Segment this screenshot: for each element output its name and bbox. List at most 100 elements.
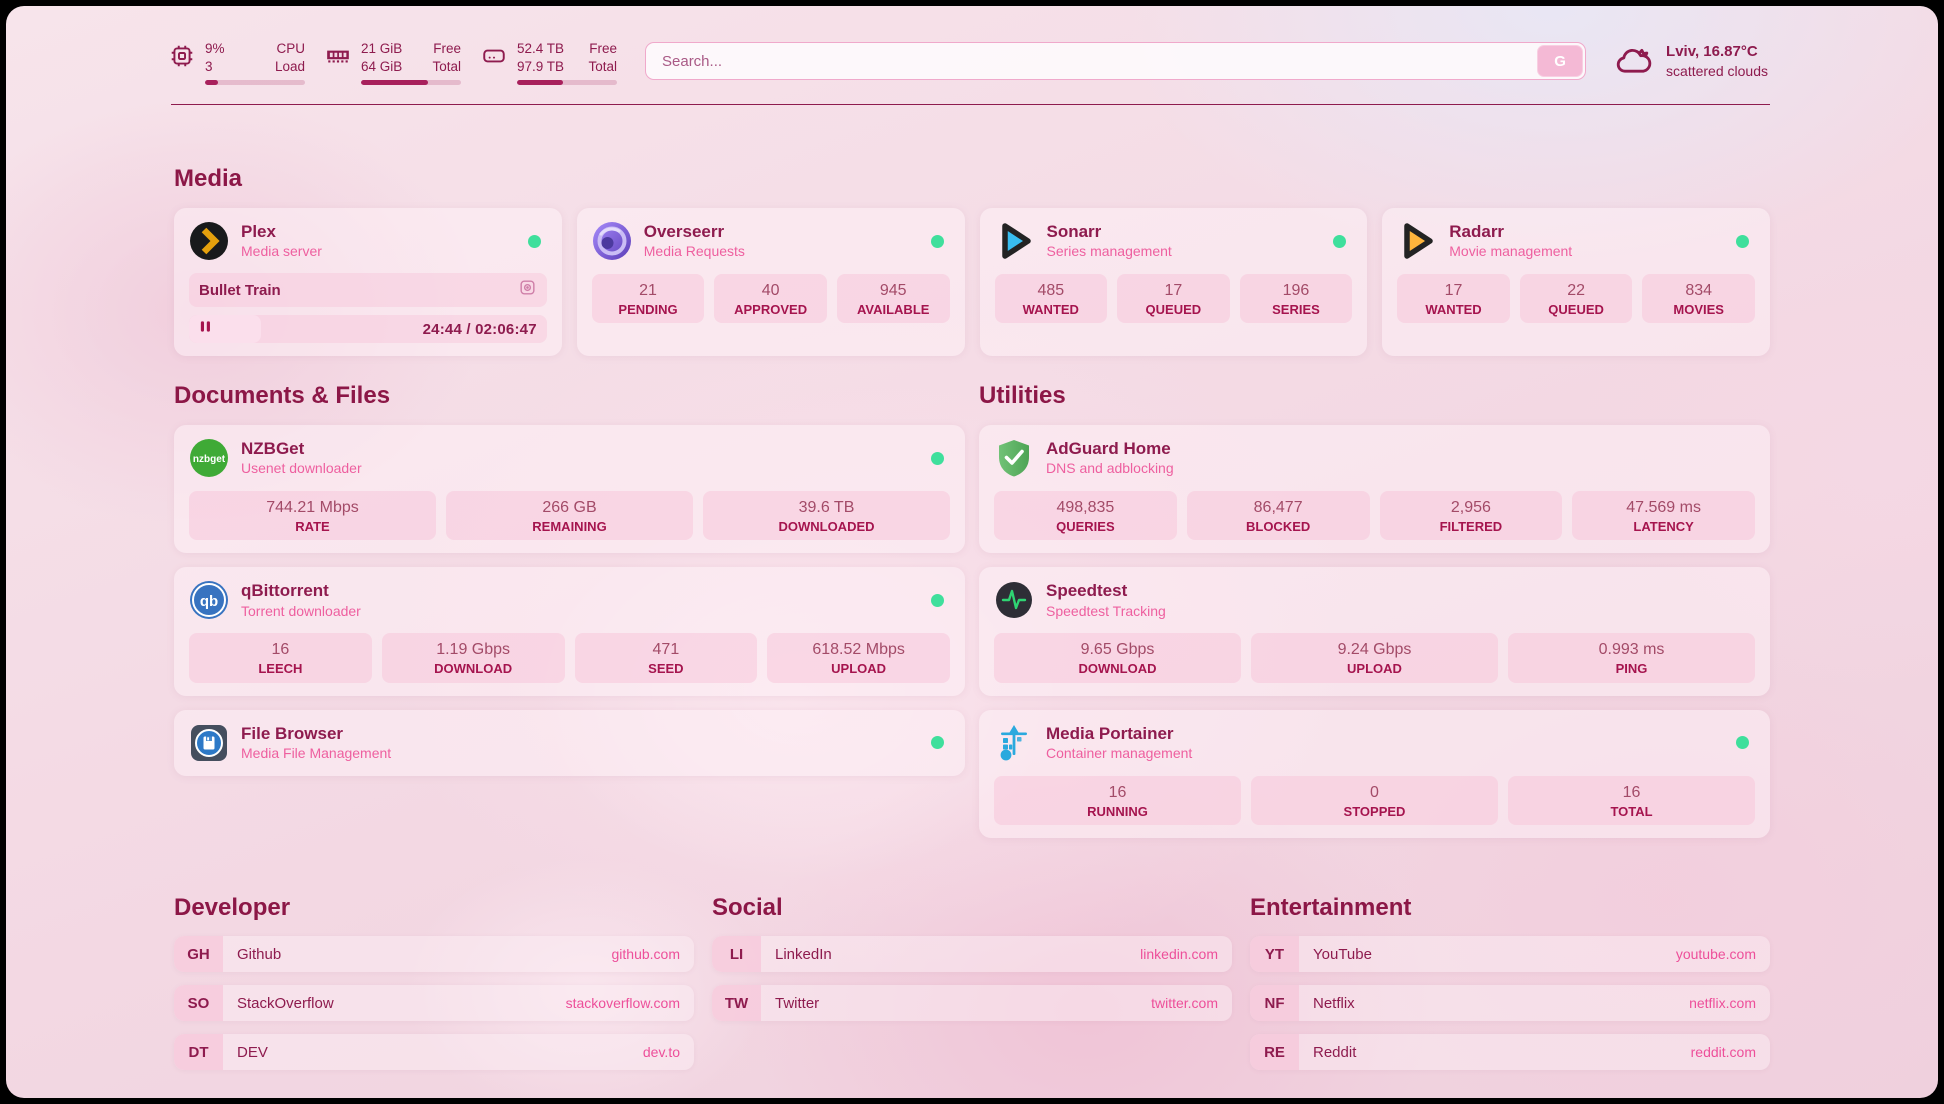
bookmark-twitter[interactable]: TW Twitter twitter.com xyxy=(712,985,1232,1022)
qbittorrent-stat-download: 1.19 Gbps DOWNLOAD xyxy=(381,633,565,683)
weather-location-temp: Lviv, 16.87°C xyxy=(1666,43,1758,60)
cpu-progress-track xyxy=(205,80,305,86)
plex-title: Plex xyxy=(241,221,276,241)
memory-total-value: 64 GiB xyxy=(361,58,403,74)
bookmark-stackoverflow[interactable]: SO StackOverflow stackoverflow.com xyxy=(174,985,694,1022)
radarr-status-dot xyxy=(1736,234,1749,248)
nzbget-icon: nzbget xyxy=(189,438,229,478)
bookmark-linkedin[interactable]: LI LinkedIn linkedin.com xyxy=(712,936,1232,973)
weather-widget: Lviv, 16.87°C scattered clouds xyxy=(1614,42,1768,87)
bookmark-github[interactable]: GH Github github.com xyxy=(174,936,694,973)
radarr-icon xyxy=(1397,221,1437,261)
stackoverflow-abbr-badge: SO xyxy=(174,985,223,1022)
dashboard-screen: 9% 3 CPU Load xyxy=(6,6,1938,1098)
overseerr-subtitle: Media Requests xyxy=(643,243,745,260)
bookmark-youtube[interactable]: YT YouTube youtube.com xyxy=(1250,936,1770,973)
plex-playback-progress: 24:44 / 02:06:47 xyxy=(189,315,547,343)
google-search-button[interactable]: G xyxy=(1537,45,1584,77)
topbar-divider xyxy=(171,104,1770,105)
portainer-stat-stopped: 0 STOPPED xyxy=(1251,775,1498,826)
sonarr-icon xyxy=(995,221,1035,261)
overseerr-card[interactable]: Overseerr Media Requests 21 PENDING 40 A… xyxy=(576,208,965,356)
section-title-documents: Documents & Files xyxy=(174,382,391,409)
sonarr-title: Sonarr xyxy=(1046,221,1102,241)
overseerr-status-dot xyxy=(930,234,944,248)
portainer-card[interactable]: Media Portainer Container management 16 … xyxy=(979,709,1770,839)
adguard-stat-filtered: 2,956 FILTERED xyxy=(1379,491,1563,541)
portainer-stat-total: 16 TOTAL xyxy=(1508,775,1755,826)
youtube-abbr-badge: YT xyxy=(1250,936,1299,973)
portainer-subtitle: Container management xyxy=(1046,745,1193,762)
section-title-utilities: Utilities xyxy=(979,382,1066,409)
disk-free-value: 52.4 TB xyxy=(517,41,565,56)
sonarr-status-dot xyxy=(1333,234,1347,248)
plex-now-playing: Bullet Train xyxy=(189,273,547,307)
section-title-developer: Developer xyxy=(174,894,291,922)
memory-widget: 21 GiB 64 GiB Free Total xyxy=(325,40,461,86)
speedtest-title: Speedtest xyxy=(1046,581,1128,601)
utilities-column: Utilities xyxy=(979,382,1770,839)
speedtest-stat-ping: 0.993 ms PING xyxy=(1508,633,1755,683)
filebrowser-title: File Browser xyxy=(241,723,344,743)
radarr-card[interactable]: Radarr Movie management 17 WANTED 22 QUE… xyxy=(1382,208,1770,356)
entertainment-group: Entertainment YT YouTube youtube.com NF … xyxy=(1250,894,1770,1071)
cpu-load-value: 3 xyxy=(205,58,213,74)
adguard-stat-queries: 498,835 QUERIES xyxy=(994,491,1177,541)
github-abbr-badge: GH xyxy=(174,936,223,973)
search-bar: G xyxy=(645,42,1587,80)
plex-subtitle: Media server xyxy=(241,243,322,260)
social-group: Social LI LinkedIn linkedin.com TW Twitt… xyxy=(712,894,1232,1070)
nzbget-title: NZBGet xyxy=(241,438,305,458)
nzbget-stat-downloaded: 39.6 TB DOWNLOADED xyxy=(703,491,950,541)
nzbget-card[interactable]: nzbget NZBGet Usenet downloader 74 xyxy=(174,425,965,554)
bookmark-reddit[interactable]: RE Reddit reddit.com xyxy=(1250,1034,1770,1071)
overseerr-stat-available: 945 AVAILABLE xyxy=(836,274,950,324)
speedtest-card[interactable]: Speedtest Speedtest Tracking 9.65 Gbps D… xyxy=(979,567,1770,696)
nzbget-stat-remaining: 266 GB REMAINING xyxy=(446,491,693,541)
adguard-stat-blocked: 86,477 BLOCKED xyxy=(1186,491,1370,541)
qbittorrent-stat-leech: 16 LEECH xyxy=(189,633,372,683)
memory-total-label: Total xyxy=(432,58,461,74)
disk-free-label: Free xyxy=(589,41,617,56)
adguard-subtitle: DNS and adblocking xyxy=(1046,460,1174,477)
adguard-card[interactable]: AdGuard Home DNS and adblocking 498,835 … xyxy=(979,425,1770,554)
disk-total-value: 97.9 TB xyxy=(517,58,565,74)
overseerr-icon xyxy=(592,221,632,261)
radarr-stat-wanted: 17 WANTED xyxy=(1397,274,1510,324)
adguard-shield-icon xyxy=(994,438,1034,478)
dev-abbr-badge: DT xyxy=(174,1034,223,1071)
qbittorrent-icon: qb xyxy=(189,580,229,620)
memory-progress-track xyxy=(361,80,461,86)
bookmark-netflix[interactable]: NF Netflix netflix.com xyxy=(1250,985,1770,1022)
cpu-load-label: Load xyxy=(274,58,305,74)
sonarr-stat-series: 196 SERIES xyxy=(1239,274,1353,324)
radarr-title: Radarr xyxy=(1449,221,1505,241)
memory-progress-fill xyxy=(361,80,428,86)
plex-now-playing-title: Bullet Train xyxy=(199,281,281,299)
sonarr-card[interactable]: Sonarr Series management 485 WANTED 17 Q… xyxy=(979,208,1368,356)
filebrowser-card[interactable]: File Browser Media File Management xyxy=(174,709,965,776)
radarr-stat-movies: 834 MOVIES xyxy=(1642,274,1755,324)
search-input[interactable] xyxy=(645,42,1587,80)
qbittorrent-status-dot xyxy=(931,593,944,607)
cloud-icon xyxy=(1614,42,1654,87)
qbittorrent-stat-upload: 618.52 Mbps UPLOAD xyxy=(767,633,950,683)
speedtest-subtitle: Speedtest Tracking xyxy=(1046,602,1166,619)
disk-progress-fill xyxy=(517,80,563,86)
portainer-status-dot xyxy=(1736,736,1749,750)
section-title-media: Media xyxy=(174,165,243,192)
bookmark-dev[interactable]: DT DEV dev.to xyxy=(174,1034,694,1071)
video-camera-icon xyxy=(518,278,537,302)
qbittorrent-subtitle: Torrent downloader xyxy=(241,602,361,619)
portainer-crane-icon xyxy=(994,723,1034,763)
cpu-usage-value: 9% xyxy=(205,41,225,56)
documents-column: Documents & Files nzbget xyxy=(174,382,965,776)
qbittorrent-title: qBittorrent xyxy=(241,581,329,601)
plex-card[interactable]: Plex Media server Bullet Train xyxy=(174,208,562,356)
overseerr-stat-approved: 40 APPROVED xyxy=(714,274,827,324)
adguard-title: AdGuard Home xyxy=(1046,438,1171,458)
section-title-social: Social xyxy=(712,894,783,922)
cpu-chip-icon xyxy=(169,43,195,85)
qbittorrent-card[interactable]: qb qBittorrent Torrent downloader xyxy=(174,567,965,696)
sonarr-stat-wanted: 485 WANTED xyxy=(994,274,1108,324)
